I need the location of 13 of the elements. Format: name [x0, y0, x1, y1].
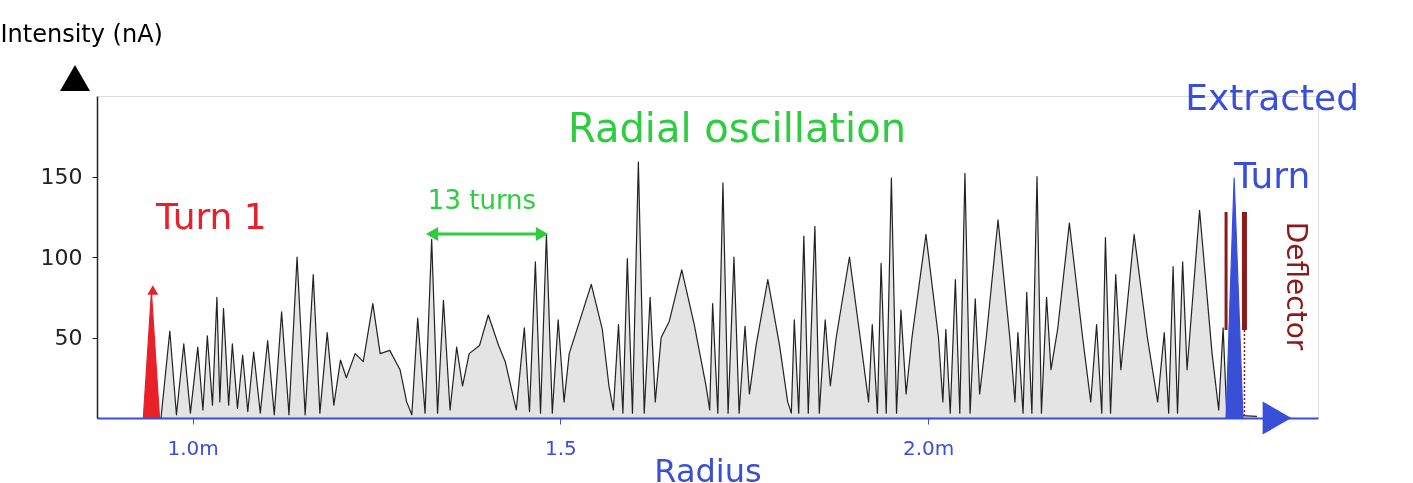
- series-label: Turn 1: [155, 196, 267, 238]
- x-axis-title: Radius: [654, 451, 762, 483]
- ref-line-label: Deflector: [1280, 221, 1314, 351]
- x-tick-label: 2.0m: [903, 435, 955, 460]
- series-label: Extracted Turn: [1185, 77, 1360, 197]
- annotation: 13 turns: [427, 185, 537, 215]
- y-tick-label: 150: [40, 164, 83, 189]
- annotation: Radial oscillation: [567, 105, 907, 151]
- x-tick-label: 1.0m: [167, 435, 219, 460]
- y-tick-label: 50: [54, 325, 83, 350]
- y-axis-title: Intensity (nA): [0, 19, 163, 48]
- y-tick-label: 100: [40, 244, 83, 270]
- x-tick-label: 1.5: [544, 435, 577, 460]
